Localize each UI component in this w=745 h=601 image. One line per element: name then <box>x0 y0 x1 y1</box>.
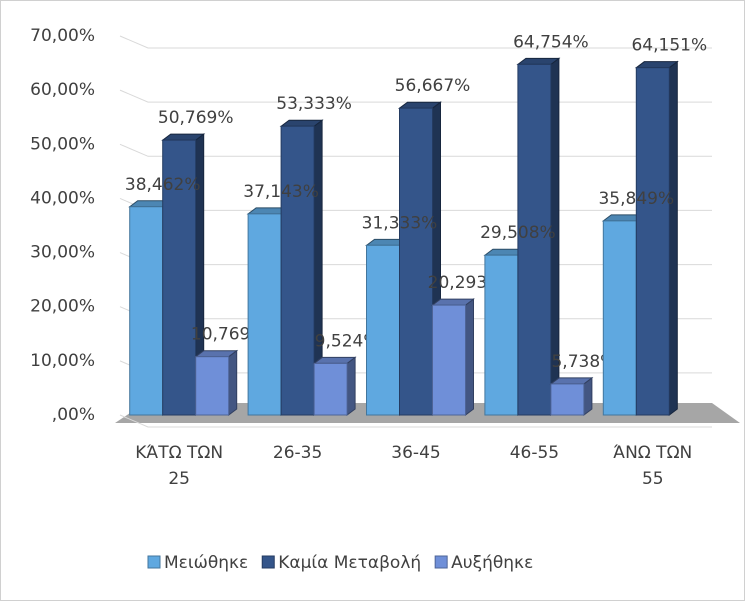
data-label: 64,151% <box>631 36 707 56</box>
y-tick-label: 50,00% <box>30 134 95 154</box>
bar-face <box>602 220 637 416</box>
bar-face <box>399 107 433 416</box>
bar-face <box>549 377 594 385</box>
bar-face <box>195 356 230 416</box>
bar-face <box>162 139 197 416</box>
y-tick-label: 10,00% <box>30 351 95 371</box>
x-tick-label: 26-35 <box>272 443 323 463</box>
bar-face <box>366 244 400 416</box>
bar-face <box>432 304 466 416</box>
bar-face <box>465 298 474 416</box>
bar-face <box>484 254 519 416</box>
bar <box>431 298 475 416</box>
grid-line <box>119 414 712 428</box>
bar-face <box>161 133 206 141</box>
bar <box>634 60 679 416</box>
bar-face <box>668 60 678 416</box>
data-label: 64,754% <box>513 32 589 52</box>
bar-face <box>517 63 552 416</box>
bar-face <box>279 119 324 127</box>
data-label: 56,667% <box>395 76 471 96</box>
y-tick-label: 20,00% <box>30 297 95 317</box>
legend-swatch <box>434 555 448 569</box>
x-tick-label: ΆΝΩ ΤΩΝ 55 <box>613 443 693 489</box>
legend-swatch <box>261 555 275 569</box>
data-label: 29,508% <box>480 223 556 243</box>
data-label: 38,462% <box>125 175 201 195</box>
bar-face <box>129 206 164 416</box>
bar-face <box>313 362 348 416</box>
y-tick-label: ,00% <box>52 405 95 425</box>
bar-face <box>194 350 239 358</box>
bar-face <box>550 383 585 416</box>
data-label: 9,524% <box>315 331 380 351</box>
bar <box>194 349 239 416</box>
bar-face <box>635 67 670 416</box>
y-tick-label: 30,00% <box>30 243 95 263</box>
bar <box>161 133 206 416</box>
y-tick-label: 60,00% <box>30 80 95 100</box>
grid-line <box>119 35 712 49</box>
data-label: 37,143% <box>243 182 319 202</box>
legend-label: Μειώθηκε <box>164 553 248 573</box>
bar-face <box>516 57 561 65</box>
data-label: 50,769% <box>158 108 234 128</box>
bar <box>398 101 442 416</box>
bar-face <box>634 61 679 69</box>
data-label: 35,849% <box>598 189 674 209</box>
bar-face <box>398 101 442 109</box>
data-label: 53,333% <box>276 94 352 114</box>
legend-label: Καμία Μεταβολή <box>278 553 421 573</box>
x-tick-label: ΚΆΤΩ ΤΩΝ 25 <box>135 443 224 489</box>
bar-face <box>312 356 357 364</box>
bar-face <box>346 356 356 416</box>
bar <box>549 376 594 416</box>
legend-swatch <box>147 555 161 569</box>
bar <box>516 57 561 416</box>
y-tick-label: 40,00% <box>30 188 95 208</box>
bar-face <box>228 349 238 416</box>
x-tick-label: 36-45 <box>391 443 441 463</box>
data-label: 31,333% <box>362 213 438 233</box>
bar <box>312 356 357 416</box>
bar-face <box>280 125 315 416</box>
bar-face <box>431 298 475 306</box>
x-tick-label: 46-55 <box>509 443 560 463</box>
y-tick-label: 70,00% <box>30 26 95 46</box>
bar-face <box>247 213 282 416</box>
data-label: 5,738% <box>551 352 616 372</box>
legend-label: Αυξήθηκε <box>451 553 533 573</box>
